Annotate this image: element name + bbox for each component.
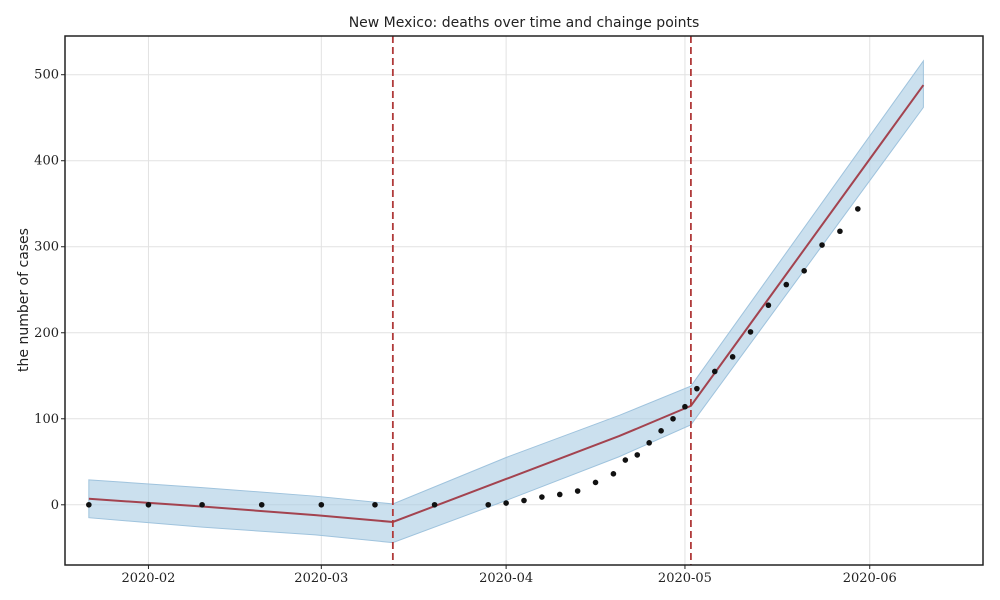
observed-point xyxy=(372,501,378,508)
uncertainty-band-layer xyxy=(88,59,924,544)
changepoint-layer xyxy=(391,36,692,565)
x-tick-label: 2020-02 xyxy=(121,571,175,586)
observed-point xyxy=(658,428,664,434)
observed-point xyxy=(503,500,509,506)
trend-line-layer xyxy=(88,84,925,524)
observed-point xyxy=(431,501,438,508)
observed-point xyxy=(646,440,652,446)
observed-point xyxy=(610,471,617,477)
observed-point xyxy=(199,501,205,508)
uncertainty-band xyxy=(88,59,924,544)
observed-point xyxy=(670,415,676,422)
observed-point xyxy=(765,302,772,309)
observed-point xyxy=(485,501,492,508)
observed-point xyxy=(86,501,92,508)
observed-point xyxy=(837,228,843,235)
x-tick-label: 2020-04 xyxy=(479,571,533,586)
y-tick-label: 300 xyxy=(34,240,59,255)
observed-point xyxy=(539,494,545,500)
observed-points-layer xyxy=(86,206,861,508)
observed-point xyxy=(729,354,736,360)
x-tick-label: 2020-05 xyxy=(658,571,712,586)
y-tick-label: 200 xyxy=(34,326,59,341)
observed-point xyxy=(634,452,641,458)
chart-title: New Mexico: deaths over time and chainge… xyxy=(349,15,700,31)
observed-point xyxy=(145,501,152,508)
y-tick-label: 400 xyxy=(34,154,59,169)
y-tick-label: 500 xyxy=(34,68,59,83)
observed-point xyxy=(855,206,861,212)
y-tick-label: 100 xyxy=(34,412,59,427)
y-axis-title: the number of cases xyxy=(16,228,32,372)
observed-point xyxy=(258,501,265,508)
observed-point xyxy=(801,268,807,274)
x-tick-label: 2020-06 xyxy=(843,571,897,586)
plot-frame xyxy=(64,35,984,566)
observed-point xyxy=(783,281,790,288)
observed-point xyxy=(592,479,599,486)
observed-point xyxy=(622,457,629,463)
observed-point xyxy=(574,488,581,494)
observed-point xyxy=(682,403,688,410)
tick-labels: 0 100 200 300 400 500 2020-02 2020-03 2020-04 202… xyxy=(34,68,897,586)
observed-point xyxy=(819,242,825,248)
observed-point xyxy=(556,491,563,498)
grid-lines xyxy=(65,36,983,565)
observed-point xyxy=(521,497,527,504)
trend-line xyxy=(88,84,925,524)
observed-point xyxy=(318,501,325,508)
x-tick-label: 2020-03 xyxy=(294,571,348,586)
observed-point xyxy=(747,329,754,335)
observed-point xyxy=(711,368,718,375)
y-tick-label: 0 xyxy=(51,498,59,513)
observed-point xyxy=(694,385,700,392)
